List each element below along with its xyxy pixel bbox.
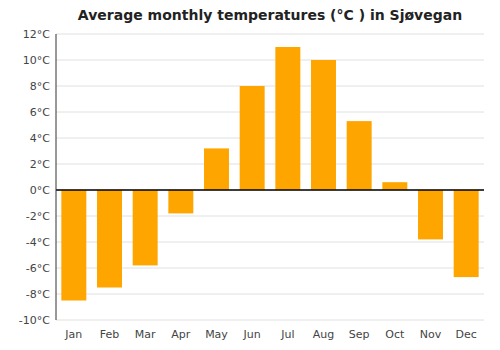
bar [382,182,407,190]
grid-line [56,86,484,87]
bar [240,86,265,190]
bar [418,190,443,239]
y-axis-line [56,34,57,320]
x-tick-label: Jul [280,328,294,341]
bar [204,148,229,190]
grid-line [56,294,484,295]
x-tick-label: Jun [243,328,261,341]
grid-line [56,320,484,321]
x-tick-label: Nov [420,328,442,341]
x-tick-label: May [205,328,228,341]
y-tick-label: -8°C [26,288,50,301]
grid-line [56,34,484,35]
bar [275,47,300,190]
bar [97,190,122,288]
bar [133,190,158,265]
x-tick-label: Mar [135,328,156,341]
y-axis-ticks: -10°C -8°C -6°C -4°C -2°C 0°C 2°C 4°C 6°C 8°C 10°C… [19,28,50,327]
y-tick-label: -2°C [26,210,50,223]
y-tick-label: 0°C [30,184,50,197]
zero-line [56,189,484,191]
grid-line [56,138,484,139]
chart-svg: Average monthly temperatures (°C ) in Sj… [0,0,500,350]
bar [454,190,479,277]
bar [168,190,193,213]
bar [311,60,336,190]
x-axis-ticks: Jan Feb Mar Apr May Jun Jul Aug Sep Oct Nov Dec [64,328,476,341]
x-tick-label: Dec [456,328,477,341]
y-tick-label: -6°C [26,262,50,275]
x-tick-label: Jan [64,328,82,341]
y-tick-label: 6°C [30,106,50,119]
grid [56,34,484,320]
grid-line [56,112,484,113]
y-tick-label: -10°C [19,314,50,327]
grid-line [56,60,484,61]
grid-line [56,190,484,191]
y-tick-label: 12°C [23,28,50,41]
x-tick-label: Feb [100,328,119,341]
chart-title: Average monthly temperatures (°C ) in Sj… [78,7,462,23]
x-tick-label: Aug [313,328,334,341]
y-tick-label: 4°C [30,132,50,145]
x-tick-label: Apr [171,328,191,341]
y-tick-label: 2°C [30,158,50,171]
bar [347,121,372,190]
y-tick-label: 10°C [23,54,50,67]
grid-line [56,164,484,165]
y-tick-label: 8°C [30,80,50,93]
chart-container: Average monthly temperatures (°C ) in Sj… [0,0,500,350]
y-tick-label: -4°C [26,236,50,249]
bars [61,47,478,301]
x-tick-label: Sep [349,328,370,341]
x-tick-label: Oct [385,328,405,341]
bar [61,190,86,301]
